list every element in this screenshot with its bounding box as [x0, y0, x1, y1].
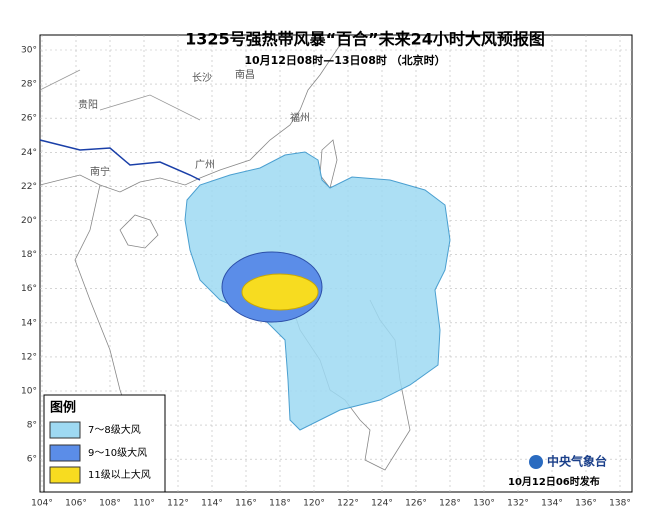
- lat-tick-label: 12°: [21, 352, 37, 362]
- legend-label: 9～10级大风: [88, 446, 147, 459]
- lat-tick-label: 22°: [21, 182, 37, 192]
- lat-tick-label: 26°: [21, 114, 37, 124]
- lon-tick-label: 130°: [473, 499, 495, 509]
- lon-tick-label: 120°: [303, 499, 325, 509]
- lat-tick-label: 6°: [27, 455, 37, 465]
- legend-title: 图例: [50, 400, 76, 416]
- legend-label: 7～8级大风: [88, 423, 141, 436]
- lon-tick-label: 124°: [371, 499, 393, 509]
- title: 1325号强热带风暴“百合”未来24小时大风预报图: [185, 30, 545, 49]
- lat-tick-label: 8°: [27, 421, 37, 431]
- city-label: 福州: [290, 111, 310, 124]
- city-label: 南昌: [235, 68, 255, 81]
- lat-tick-label: 30°: [21, 46, 37, 56]
- issued: 10月12日06时发布: [508, 475, 600, 488]
- city-label: 长沙: [192, 72, 212, 84]
- agency: 中央气象台: [547, 454, 607, 469]
- lat-tick-label: 14°: [21, 318, 37, 328]
- lon-tick-label: 116°: [235, 499, 257, 509]
- lon-tick-label: 106°: [65, 499, 87, 509]
- border: [39, 139, 201, 181]
- lon-tick-label: 108°: [99, 499, 121, 509]
- lon-tick-label: 128°: [439, 499, 461, 509]
- city-label: 广州: [195, 159, 215, 171]
- lon-tick-label: 110°: [133, 499, 155, 509]
- lat-tick-label: 18°: [21, 250, 37, 260]
- lon-tick-label: 112°: [167, 499, 189, 509]
- lat-tick-label: 24°: [21, 148, 37, 158]
- gale-11: [241, 273, 319, 311]
- lon-tick-label: 126°: [405, 499, 427, 509]
- subtitle: 10月12日08时—13日08时 （北京时）: [244, 53, 445, 67]
- legend-swatch: [49, 444, 81, 462]
- city-label: 南宁: [90, 165, 110, 178]
- legend-swatch: [49, 466, 81, 484]
- lon-tick-label: 104°: [31, 499, 53, 509]
- lon-tick-label: 114°: [201, 499, 223, 509]
- legend-label: 11级以上大风: [88, 468, 151, 481]
- lat-tick-label: 20°: [21, 216, 37, 226]
- lon-tick-label: 138°: [609, 499, 631, 509]
- logo: [529, 455, 543, 469]
- lat-tick-label: 10°: [21, 387, 37, 397]
- city-label: 贵阳: [78, 98, 98, 111]
- lon-tick-label: 122°: [337, 499, 359, 509]
- lon-tick-label: 132°: [507, 499, 529, 509]
- legend: 图例 7～8级大风 9～10级大风 11级以上大风: [43, 394, 166, 493]
- lon-tick-label: 134°: [541, 499, 563, 509]
- lat-tick-label: 16°: [21, 284, 37, 294]
- lon-tick-label: 118°: [269, 499, 291, 509]
- lon-tick-label: 136°: [575, 499, 597, 509]
- legend-swatch: [49, 421, 81, 439]
- lat-tick-label: 28°: [21, 80, 37, 90]
